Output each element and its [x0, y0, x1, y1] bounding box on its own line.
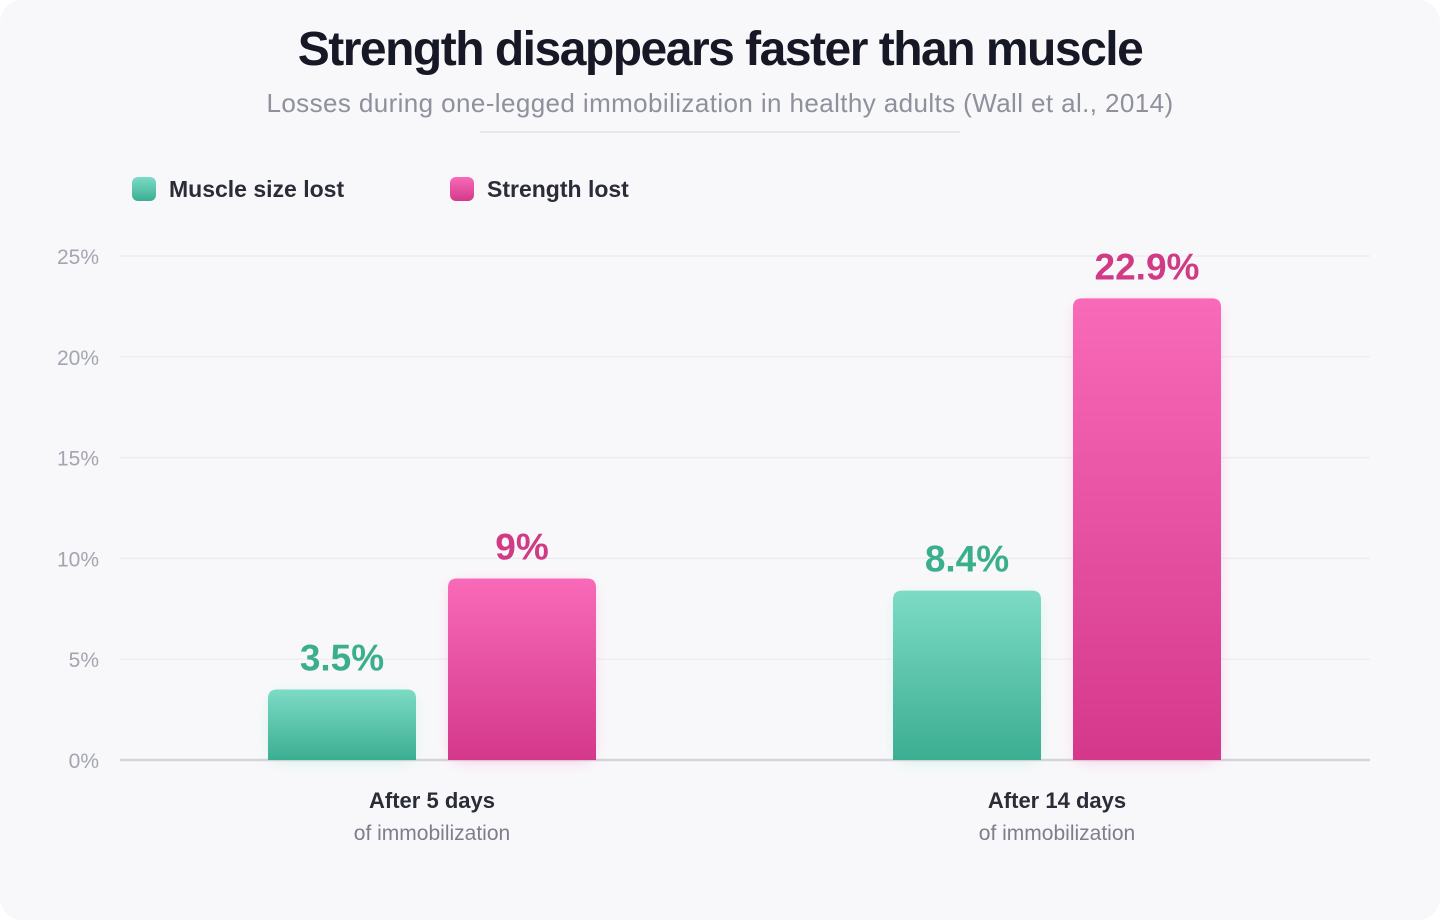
bar-muscle-1: [268, 689, 416, 760]
y-tick-label: 0%: [69, 750, 99, 773]
x-category-label: After 14 days: [988, 788, 1126, 813]
y-tick-label: 15%: [57, 448, 99, 471]
y-tick-label: 10%: [57, 548, 99, 571]
value-label-muscle-2: 8.4%: [925, 539, 1009, 580]
value-label-muscle-1: 3.5%: [300, 637, 384, 678]
value-label-strength-1: 9%: [495, 527, 548, 568]
y-tick-label: 20%: [57, 347, 99, 370]
x-category-sublabel: of immobilization: [979, 822, 1135, 845]
bar-strength-2: [1073, 298, 1221, 760]
legend-item-muscle: Muscle size lost: [132, 174, 344, 204]
value-labels: 3.5% 9% 8.4% 22.9%: [300, 246, 1200, 678]
x-category-sublabel: of immobilization: [354, 822, 510, 845]
title-divider: [480, 131, 960, 133]
legend-swatch-strength: [450, 177, 474, 201]
y-tick-label: 5%: [69, 649, 99, 672]
chart-title: Strength disappears faster than muscle: [297, 23, 1144, 76]
y-tick-label: 25%: [57, 246, 99, 269]
legend-item-strength: Strength lost: [450, 174, 629, 204]
value-label-strength-2: 22.9%: [1095, 246, 1200, 287]
x-category-label: After 5 days: [369, 788, 495, 813]
bar-strength-1: [448, 578, 596, 760]
legend-label-muscle: Muscle size lost: [169, 175, 345, 202]
bars: [268, 298, 1221, 760]
bar-muscle-2: [893, 590, 1041, 760]
chart-subtitle: Losses during one-legged immobilization …: [266, 88, 1174, 118]
legend-swatch-muscle: [132, 177, 156, 201]
axis-labels: 0% 5% 10% 15% 20% 25% After 5 days of immobiliz…: [57, 246, 1135, 845]
legend-label-strength: Strength lost: [487, 175, 629, 202]
